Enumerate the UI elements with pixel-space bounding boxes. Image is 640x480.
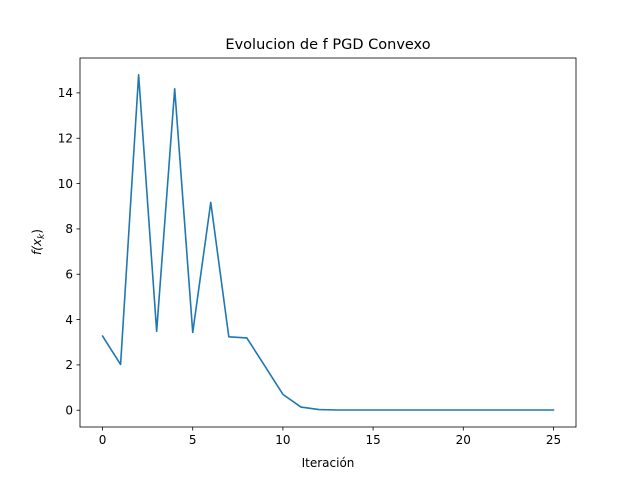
x-tick-label: 10 <box>275 433 290 447</box>
y-tick-label: 14 <box>58 86 73 100</box>
x-tick-label: 20 <box>456 433 471 447</box>
y-axis-ticks: 0 2 4 6 8 10 12 14 <box>58 86 80 418</box>
x-tick-label: 25 <box>546 433 561 447</box>
y-tick-label: 4 <box>65 313 73 327</box>
y-tick-label: 2 <box>65 358 73 372</box>
x-axis-ticks: 0 5 10 15 20 25 <box>99 427 561 447</box>
y-tick-label: 8 <box>65 222 73 236</box>
plot-frame <box>79 57 577 428</box>
x-tick-label: 5 <box>189 433 197 447</box>
chart-title: Evolucion de f PGD Convexo <box>225 37 430 53</box>
y-tick-label: 6 <box>65 268 73 282</box>
y-axis-label-main: f(x <box>30 238 44 255</box>
x-tick-label: 0 <box>99 433 107 447</box>
y-axis-label-subscript: k <box>37 233 47 239</box>
x-axis-label: Iteración <box>302 456 355 470</box>
x-tick-label: 15 <box>365 433 380 447</box>
series-line <box>101 73 555 411</box>
y-tick-label: 10 <box>58 177 73 191</box>
y-tick-label: 12 <box>58 132 73 146</box>
y-tick-label: 0 <box>65 404 73 418</box>
y-axis-label-suffix: ) <box>30 229 44 234</box>
y-axis-label: f(xk) <box>30 229 47 255</box>
plot-area <box>101 73 555 411</box>
